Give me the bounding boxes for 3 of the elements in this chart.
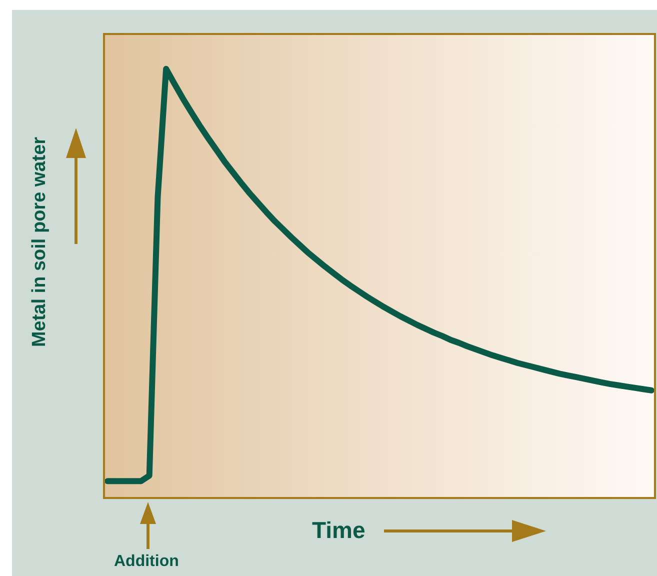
text: Addition (114, 553, 179, 571)
x-axis-title: Time (312, 517, 366, 544)
y-axis-title: Metal in soil pore water (29, 136, 51, 348)
